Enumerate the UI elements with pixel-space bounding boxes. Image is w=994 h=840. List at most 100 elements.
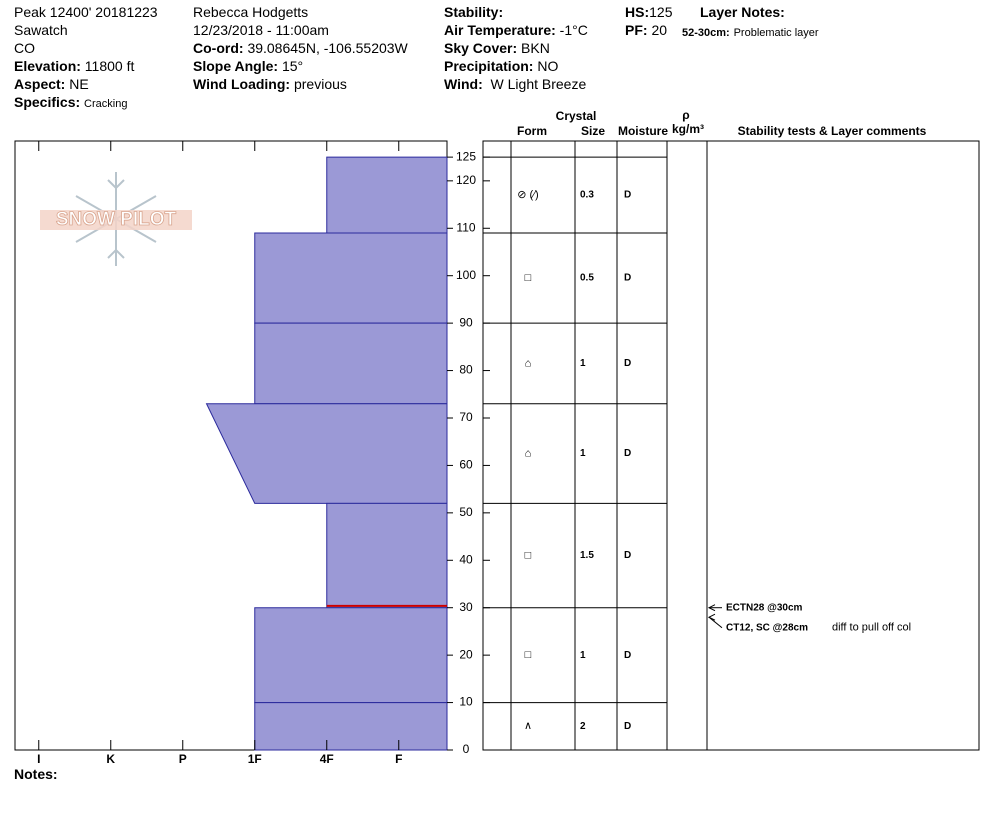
label: Specifics: [14,94,81,110]
column-header: Form [517,124,547,138]
value: BKN [521,40,550,56]
observer: Rebecca Hodgetts [193,4,309,20]
y-tick-label: 40 [459,552,473,566]
field: Slope Angle: 15° [193,58,303,74]
grain-form: ⌂ [525,357,532,369]
y-tick-label: 110 [456,220,475,234]
value: 20 [651,22,668,38]
table-columns [510,141,708,750]
label: PF: [625,22,648,38]
grain-size: 1 [580,358,586,369]
logo-band [40,210,192,230]
field: Co-ord: 39.08645N, -106.55203W [193,40,408,56]
field: Layer Notes: [700,4,785,20]
hardness-layer [326,502,448,609]
moisture: D [624,448,631,459]
moisture: D [624,358,631,369]
test-comment: diff to pull off col [832,622,911,634]
grain-size: 0.5 [580,273,594,284]
y-tick-label: 100 [456,268,476,282]
value: NO [537,58,559,74]
grain-size: 1.5 [580,550,594,561]
title: Peak 12400' 20181223 [14,4,158,20]
hardness-layer [254,232,448,324]
field: Specifics: Cracking [14,94,127,112]
notes: Notes: [14,766,58,782]
moisture: D [624,721,631,732]
grain-form: ∧ [524,720,532,732]
label: Co-ord: [193,40,244,56]
field: HS:125 [625,4,672,20]
y-tick-label: 50 [459,505,473,519]
field: Aspect: NE [14,76,89,92]
y-tick-label: 10 [459,695,473,709]
table-frame [482,140,980,751]
field: Sky Cover: BKN [444,40,550,56]
value: Cracking [84,98,128,110]
column-header: ρ [682,108,689,122]
datetime: 12/23/2018 - 11:00am [193,22,329,38]
state: CO [14,40,35,56]
y-tick-label: 60 [459,458,473,472]
x-tick-label: K [106,752,115,766]
column-header: Crystal [556,109,597,123]
y-tick-label: 80 [459,363,473,377]
field: Stability: [444,4,503,20]
value: 11800 ft [84,58,135,74]
label: Wind Loading: [193,76,291,92]
grain-size: 1 [580,448,586,459]
field: Air Temperature: -1°C [444,22,588,38]
label: Stability: [444,4,504,20]
y-tick-label: 70 [459,410,473,424]
hardness-layer [326,156,448,234]
test-label: CT12, SC @28cm [726,622,808,633]
test-label: ECTN28 @30cm [726,602,803,613]
note-range: 52-30cm: [682,27,730,39]
value: previous [293,76,347,92]
grain-size: 0.3 [580,190,594,201]
value: 39.08645N, -106.55203W [247,40,408,56]
column-header: Stability tests & Layer comments [738,124,927,138]
value: NE [69,76,89,92]
hardness-layer [254,702,448,751]
grain-size: 1 [580,650,586,661]
field: Wind: W Light Breeze [444,76,586,92]
x-tick-label: 1F [248,752,262,766]
label: Wind: [444,76,483,92]
label: Aspect: [14,76,66,92]
logo-text: SNOW PILOT [56,209,177,230]
label: Layer Notes: [700,4,785,20]
note-text: Problematic layer [733,27,819,39]
range: Sawatch [14,22,68,38]
field: Elevation: 11800 ft [14,58,134,74]
grain-form: ⊘ (⁄) [517,189,538,201]
grain-form: ⌂ [525,447,532,459]
grain-form: □ [525,272,532,284]
label: Elevation: [14,58,81,74]
moisture: D [624,190,631,201]
layer-note: 52-30cm: Problematic layer [682,23,819,41]
column-header: Size [581,124,605,138]
moisture: D [624,650,631,661]
grain-size: 2 [580,721,586,732]
value: 15° [281,58,304,74]
value: 125 [649,4,673,20]
y-tick-label: 0 [463,742,470,756]
label: Slope Angle: [193,58,279,74]
value: W Light Breeze [490,76,587,92]
y-tick-label: 120 [456,173,476,187]
column-header: kg/m³ [672,122,704,136]
label: Air Temperature: [444,22,556,38]
grain-form: □ [525,549,532,561]
hardness-layer [254,607,448,704]
label: HS: [625,4,650,20]
x-tick-label: I [37,752,40,766]
label: Sky Cover: [444,40,518,56]
y-tick-label: 90 [459,315,473,329]
test-arrowhead [707,613,716,621]
y-tick-label: 20 [459,647,473,661]
grain-form: □ [525,649,532,661]
field: Precipitation: NO [444,58,558,74]
